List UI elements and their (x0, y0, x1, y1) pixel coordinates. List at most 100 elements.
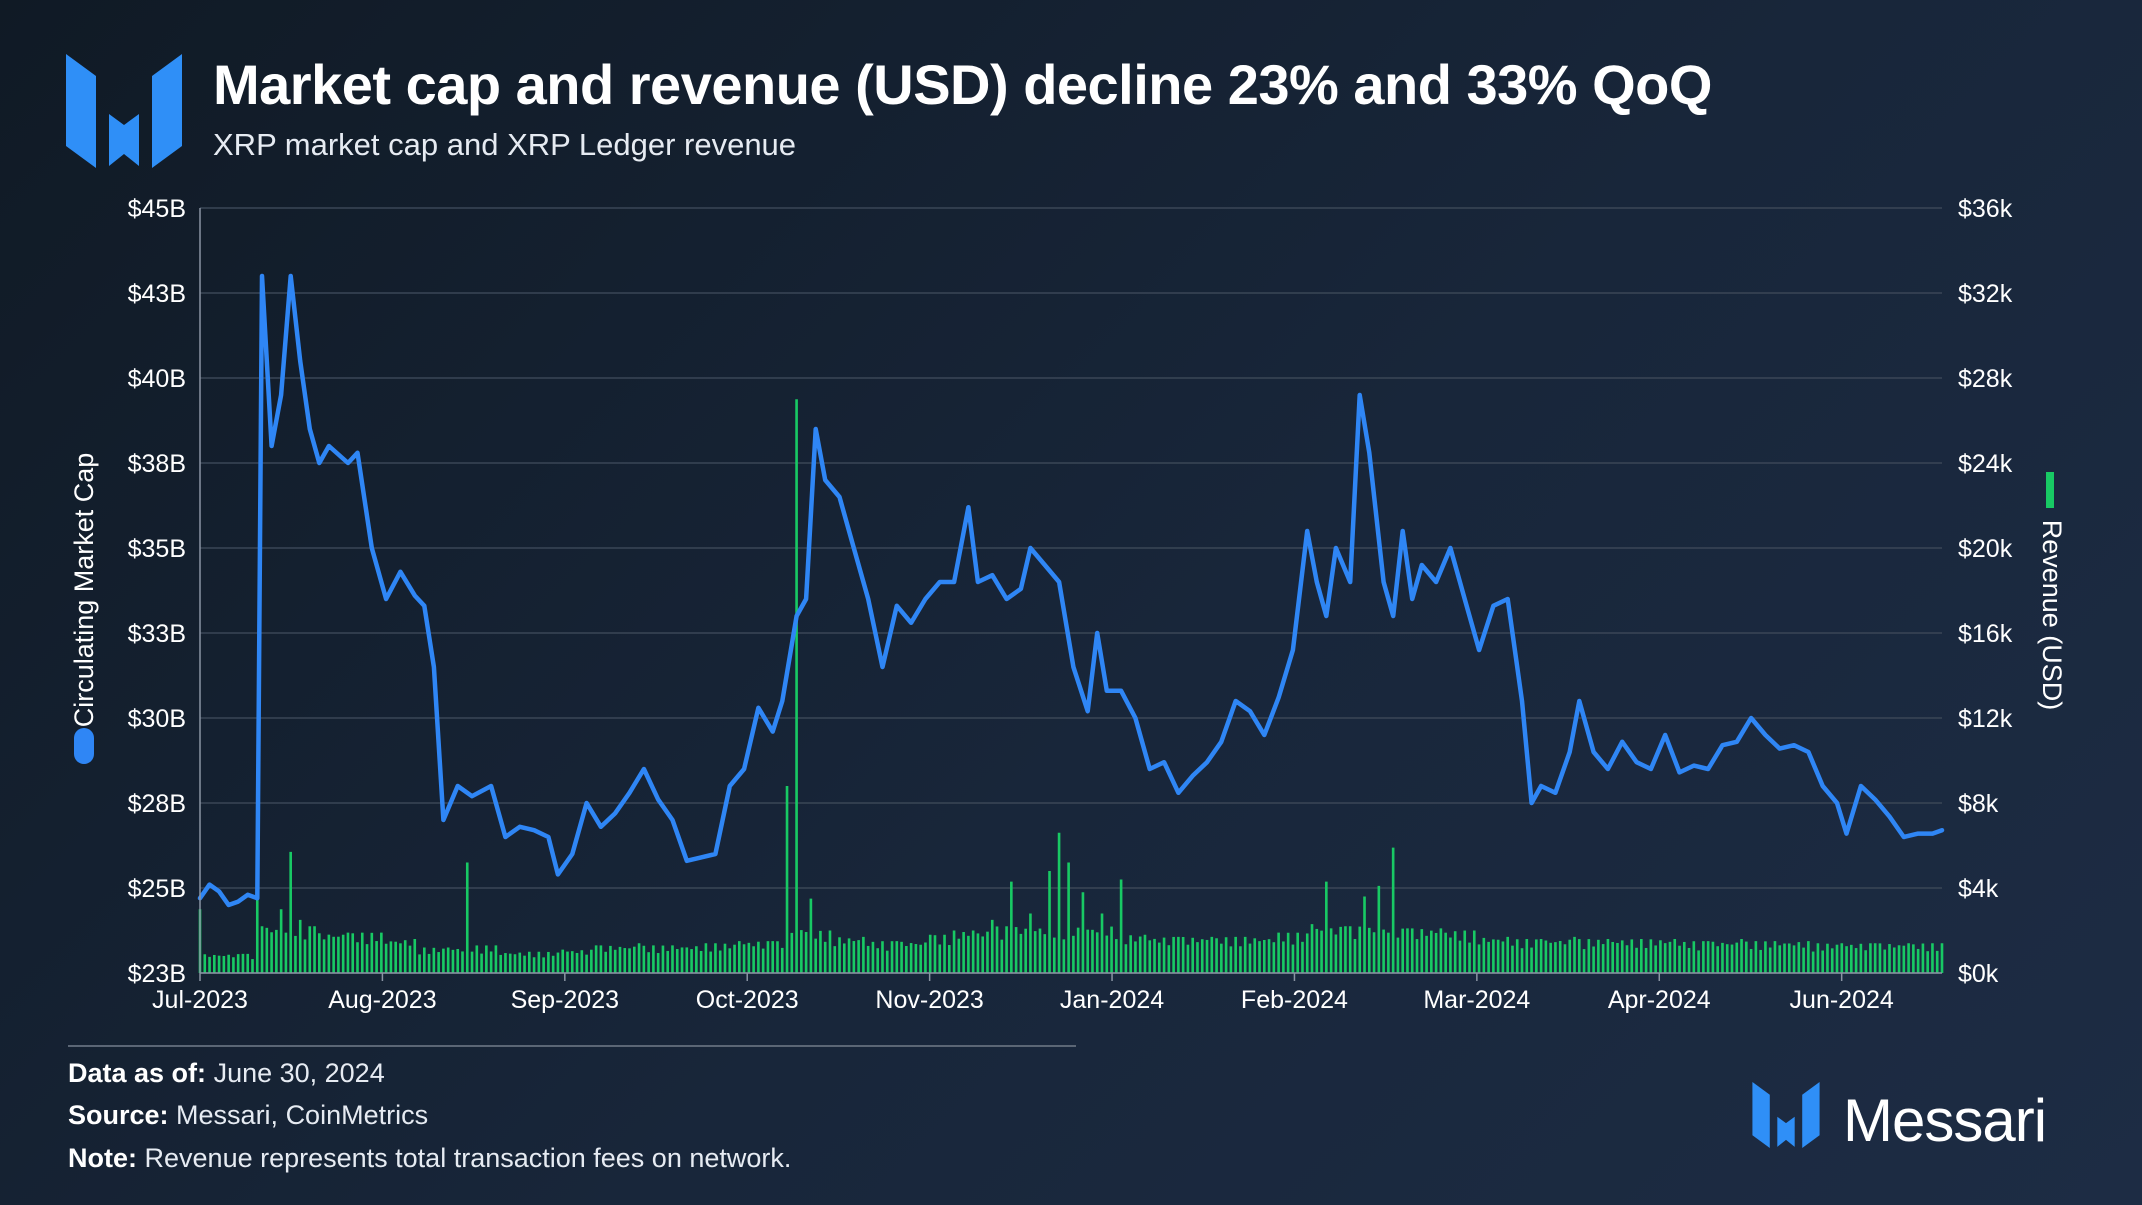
revenue-bar (1430, 930, 1433, 973)
revenue-bar (1816, 943, 1820, 973)
revenue-bar (1573, 936, 1576, 973)
revenue-bar (1325, 881, 1328, 973)
market-cap-legend-marker (74, 728, 94, 764)
revenue-bar (1577, 939, 1581, 973)
revenue-bar (1358, 926, 1362, 973)
revenue-bar (1076, 927, 1080, 973)
revenue-bar (275, 929, 278, 973)
revenue-bar (246, 953, 250, 973)
revenue-bar (418, 954, 421, 973)
revenue-bar (1702, 941, 1705, 973)
revenue-bar (1759, 949, 1762, 973)
revenue-bar (905, 945, 908, 973)
revenue-bar (1444, 932, 1447, 973)
revenue-bar (709, 951, 712, 973)
revenue-bar (1334, 934, 1338, 973)
revenue-bar (508, 953, 512, 973)
y-right-tick-label: $36k (1958, 195, 2013, 223)
revenue-bar (900, 941, 903, 973)
revenue-bar (1501, 941, 1505, 973)
revenue-bar (532, 957, 536, 973)
revenue-bar (1177, 936, 1180, 973)
revenue-bar (1010, 881, 1013, 973)
revenue-bar (1892, 947, 1896, 973)
revenue-bar (1024, 928, 1027, 973)
revenue-bar (613, 949, 617, 973)
revenue-bar (1811, 951, 1815, 973)
revenue-bar (1081, 892, 1085, 973)
revenue-bar (990, 919, 994, 973)
revenue-bar (423, 947, 426, 973)
revenue-bar (1115, 939, 1118, 973)
y-right-tick-label: $12k (1958, 705, 2013, 733)
revenue-bar (485, 945, 488, 973)
revenue-bar (1172, 936, 1175, 973)
revenue-bar (255, 888, 259, 973)
revenue-bar (594, 945, 598, 973)
revenue-bar (1568, 939, 1572, 973)
revenue-bar (542, 957, 545, 973)
revenue-bar (551, 955, 555, 973)
x-tick-label: Jun-2024 (1790, 986, 1894, 1014)
revenue-bar (1387, 932, 1390, 973)
revenue-bar (1348, 926, 1352, 973)
revenue-bar (1401, 928, 1405, 973)
revenue-bar (1124, 944, 1128, 973)
revenue-bar (986, 931, 989, 973)
revenue-bar (1391, 847, 1395, 973)
revenue-bar (952, 930, 956, 973)
revenue-bar (213, 954, 216, 973)
revenue-bar (1406, 928, 1409, 973)
revenue-bar (1339, 926, 1342, 973)
revenue-bar (346, 932, 350, 973)
revenue-bar (1587, 939, 1591, 973)
revenue-bar (1296, 932, 1300, 973)
revenue-bar (761, 948, 765, 973)
revenue-bar (1282, 941, 1285, 973)
y-left-tick-label: $30B (128, 705, 186, 733)
footer-note-value: Revenue represents total transaction fee… (144, 1143, 792, 1173)
revenue-bar (1000, 939, 1004, 973)
revenue-bar (1644, 947, 1648, 973)
revenue-bar (1854, 948, 1858, 973)
revenue-bar (1787, 943, 1791, 973)
revenue-bar (547, 951, 550, 973)
revenue-bar (298, 919, 302, 973)
footer-divider (68, 1045, 1076, 1047)
revenue-bar (1420, 929, 1424, 973)
revenue-bar (1859, 943, 1863, 973)
revenue-bar (947, 945, 951, 973)
revenue-bar (413, 939, 417, 973)
revenue-bar (356, 942, 359, 973)
revenue-bar (1286, 932, 1290, 973)
axes (199, 208, 1942, 981)
revenue-bar (838, 937, 841, 973)
chart-subtitle: XRP market cap and XRP Ledger revenue (213, 127, 797, 162)
revenue-bar (1730, 944, 1734, 973)
revenue-bar (528, 951, 531, 973)
revenue-bar (1463, 930, 1467, 973)
revenue-bar (1262, 940, 1266, 973)
revenue-bar (1792, 945, 1796, 973)
revenue-bar (437, 952, 440, 973)
x-tick-label: Sep-2023 (511, 986, 619, 1014)
revenue-bar (1186, 944, 1190, 973)
revenue-bar (1372, 932, 1376, 973)
revenue-bar (1592, 946, 1595, 973)
revenue-bar (924, 942, 927, 973)
revenue-bar (847, 938, 851, 973)
revenue-bar (1635, 947, 1638, 973)
revenue-bar (475, 945, 479, 973)
y-right-tick-label: $28k (1958, 365, 2013, 393)
y-left-tick-label: $40B (128, 365, 186, 393)
revenue-bar (661, 945, 665, 973)
revenue-bar (1530, 947, 1533, 973)
revenue-bar (1043, 934, 1047, 973)
revenue-bar (1563, 944, 1567, 973)
footer-date-value: June 30, 2024 (213, 1058, 385, 1088)
revenue-bar (1382, 929, 1385, 973)
revenue-bar (1878, 943, 1882, 973)
revenue-bar (857, 940, 860, 973)
revenue-bar (728, 948, 732, 973)
revenue-bar (1472, 930, 1476, 973)
